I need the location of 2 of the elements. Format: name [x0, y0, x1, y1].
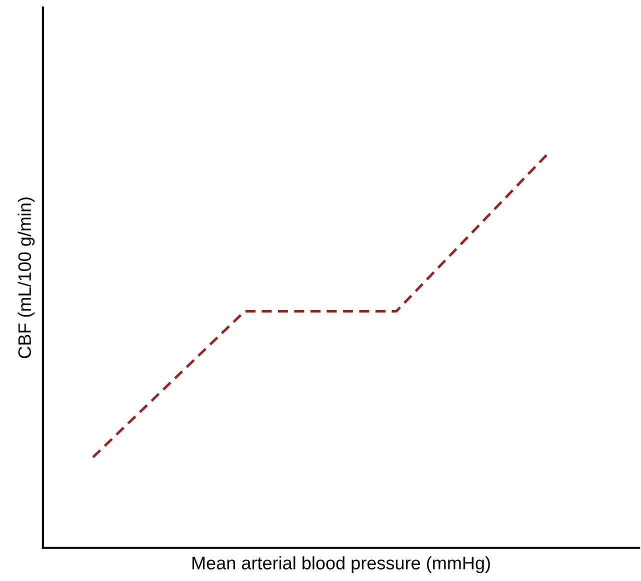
- x-axis-title: Mean arterial blood pressure (mmHg): [192, 556, 490, 574]
- y-axis-title: CBF (mL/100 g/min): [18, 198, 35, 358]
